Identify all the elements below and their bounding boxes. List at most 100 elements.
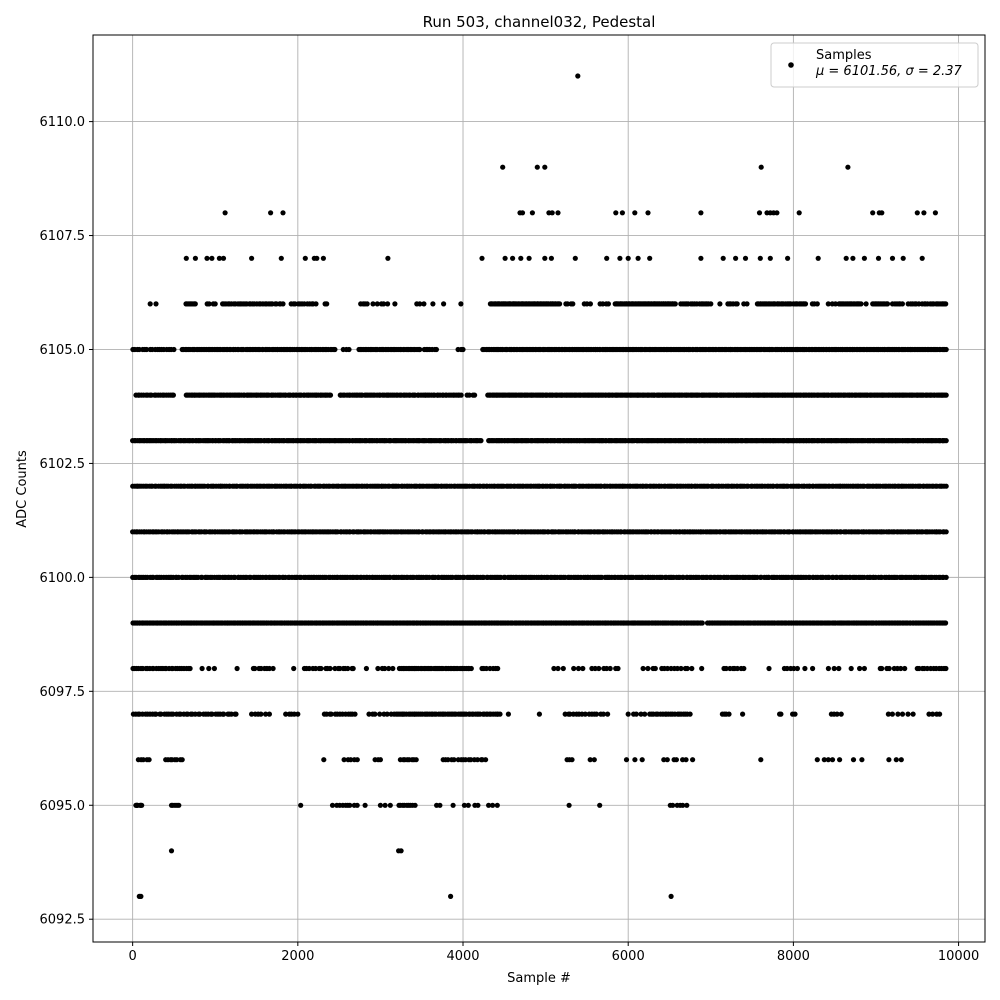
legend: Samples μ = 6101.56, σ = 2.37 bbox=[770, 42, 979, 88]
data-point bbox=[560, 665, 566, 672]
data-point bbox=[385, 255, 391, 261]
data-point bbox=[889, 711, 896, 717]
data-point bbox=[266, 665, 272, 672]
data-point bbox=[814, 301, 820, 307]
data-point bbox=[937, 711, 943, 717]
data-point bbox=[233, 711, 239, 717]
data-point bbox=[557, 301, 563, 307]
legend-marker bbox=[788, 62, 794, 68]
data-point bbox=[757, 255, 763, 261]
data-point bbox=[858, 301, 864, 307]
data-point bbox=[587, 757, 593, 763]
data-point bbox=[321, 757, 327, 763]
data-point bbox=[605, 711, 611, 717]
data-point bbox=[298, 802, 304, 808]
data-point bbox=[375, 665, 381, 672]
data-point bbox=[555, 210, 561, 216]
data-point bbox=[943, 392, 949, 398]
data-point bbox=[417, 346, 423, 353]
data-point bbox=[313, 301, 319, 307]
x-tick-label: 2000 bbox=[281, 949, 314, 964]
data-point bbox=[364, 301, 370, 307]
data-point bbox=[632, 210, 638, 216]
data-point bbox=[441, 301, 447, 307]
y-tick-label: 6100.0 bbox=[40, 571, 86, 586]
data-point bbox=[170, 711, 176, 717]
data-point bbox=[899, 301, 906, 307]
data-point bbox=[870, 210, 876, 216]
data-point bbox=[802, 301, 809, 307]
data-point bbox=[861, 665, 868, 672]
data-point bbox=[347, 802, 353, 808]
data-point bbox=[278, 255, 284, 261]
data-point bbox=[664, 757, 670, 763]
data-point bbox=[791, 665, 797, 672]
data-point bbox=[381, 301, 387, 307]
data-point bbox=[536, 711, 543, 717]
y-tick-label: 6102.5 bbox=[40, 457, 86, 472]
data-point bbox=[792, 711, 798, 717]
data-point bbox=[505, 711, 511, 717]
y-tick-label: 6092.5 bbox=[40, 913, 86, 928]
data-point bbox=[280, 210, 286, 216]
data-point bbox=[486, 802, 492, 808]
data-point bbox=[348, 757, 354, 763]
data-point bbox=[884, 301, 891, 307]
data-point bbox=[943, 483, 949, 489]
data-point bbox=[617, 255, 623, 261]
data-point bbox=[597, 802, 603, 808]
data-point bbox=[910, 711, 916, 717]
legend-box bbox=[770, 42, 979, 88]
data-point bbox=[170, 392, 176, 398]
data-point bbox=[329, 802, 336, 808]
data-point bbox=[857, 665, 863, 672]
data-point bbox=[220, 255, 227, 261]
data-point bbox=[943, 665, 949, 672]
data-point bbox=[843, 255, 849, 261]
data-point bbox=[146, 757, 152, 763]
data-point bbox=[642, 711, 648, 717]
data-point bbox=[930, 711, 936, 717]
data-point bbox=[174, 757, 180, 763]
data-point bbox=[784, 665, 790, 672]
data-point bbox=[690, 757, 696, 763]
data-point bbox=[566, 802, 572, 808]
data-point bbox=[943, 301, 949, 307]
data-point bbox=[140, 757, 146, 763]
data-point bbox=[889, 255, 896, 261]
data-point bbox=[668, 893, 674, 900]
data-point bbox=[494, 802, 500, 808]
data-point bbox=[509, 255, 516, 261]
data-point bbox=[932, 210, 939, 216]
data-point bbox=[740, 711, 746, 717]
data-point bbox=[372, 711, 378, 717]
data-point bbox=[837, 757, 843, 763]
data-point bbox=[283, 711, 289, 717]
data-point bbox=[796, 210, 802, 216]
data-point bbox=[472, 392, 478, 398]
data-point bbox=[778, 711, 784, 717]
data-point bbox=[345, 665, 351, 672]
data-point bbox=[850, 757, 857, 763]
data-point bbox=[458, 301, 464, 307]
data-point bbox=[216, 255, 222, 261]
data-point bbox=[673, 757, 680, 763]
data-point bbox=[529, 210, 536, 216]
data-point bbox=[385, 301, 391, 307]
data-point bbox=[593, 711, 600, 717]
data-point bbox=[672, 301, 678, 307]
data-point bbox=[249, 711, 255, 717]
x-tick-label: 8000 bbox=[777, 949, 810, 964]
data-point bbox=[859, 757, 865, 763]
legend-label: Samples bbox=[816, 48, 872, 63]
data-point bbox=[382, 665, 388, 672]
data-point bbox=[327, 665, 333, 672]
data-point bbox=[542, 164, 548, 170]
data-point bbox=[742, 255, 749, 261]
data-point bbox=[720, 255, 726, 261]
data-point bbox=[302, 255, 308, 261]
data-point bbox=[774, 210, 780, 216]
data-point bbox=[412, 802, 418, 808]
data-point bbox=[633, 711, 639, 717]
data-point bbox=[639, 757, 645, 763]
